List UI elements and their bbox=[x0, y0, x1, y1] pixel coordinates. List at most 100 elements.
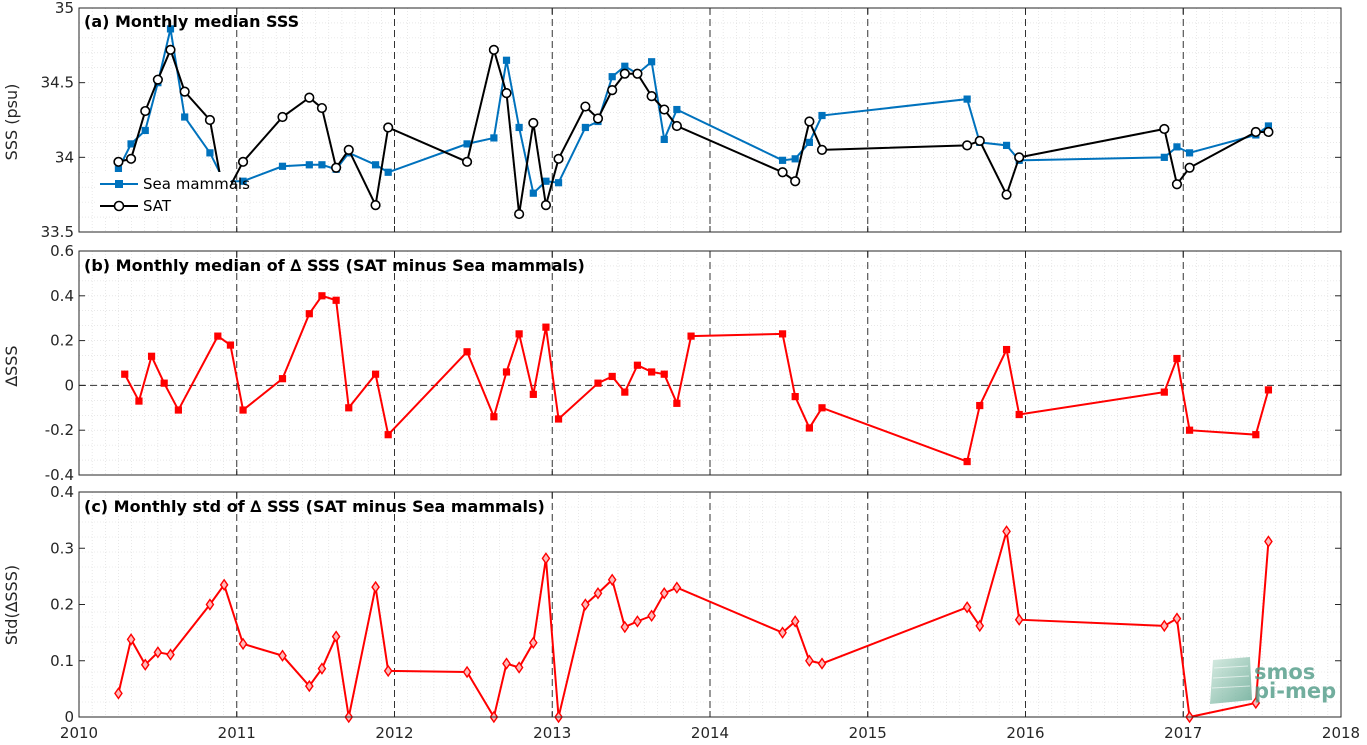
data-point bbox=[305, 310, 313, 318]
data-point bbox=[1014, 613, 1024, 626]
data-point bbox=[238, 637, 248, 651]
data-point bbox=[278, 649, 287, 662]
data-point bbox=[384, 431, 392, 439]
data-point bbox=[166, 25, 175, 33]
data-point bbox=[1185, 426, 1194, 434]
panel-c-grid bbox=[79, 492, 1341, 717]
data-point bbox=[174, 406, 182, 414]
data-point bbox=[1184, 162, 1195, 173]
data-point bbox=[141, 126, 149, 135]
data-point bbox=[659, 587, 669, 600]
y-tick-label: 0.1 bbox=[50, 652, 74, 670]
data-point bbox=[581, 123, 589, 132]
data-point bbox=[1160, 388, 1168, 396]
data-point bbox=[963, 457, 971, 466]
data-point bbox=[1159, 123, 1170, 135]
data-point bbox=[514, 208, 525, 220]
data-point bbox=[383, 664, 393, 678]
data-point bbox=[529, 189, 537, 197]
data-point bbox=[593, 587, 603, 600]
data-point bbox=[778, 626, 787, 639]
data-point bbox=[239, 406, 247, 414]
data-point bbox=[1002, 345, 1011, 354]
data-point bbox=[592, 113, 604, 124]
data-point bbox=[126, 633, 136, 646]
data-point bbox=[1002, 141, 1011, 149]
data-point bbox=[278, 162, 287, 170]
series-0 bbox=[114, 25, 1273, 197]
data-point bbox=[804, 116, 815, 127]
data-point bbox=[206, 149, 214, 157]
data-point bbox=[1173, 143, 1181, 151]
panel-b-ticks: -0.4 -0.2 0 0.2 0.4 0.6 bbox=[45, 242, 1342, 484]
y-tick-label: 0 bbox=[64, 708, 74, 726]
panel-a-marks bbox=[113, 25, 1274, 220]
data-point bbox=[1002, 525, 1011, 538]
data-point bbox=[371, 161, 380, 169]
data-point bbox=[976, 401, 984, 410]
data-point bbox=[791, 393, 799, 401]
legend: Sea mammals SAT bbox=[96, 172, 250, 216]
panel-b-marks bbox=[121, 292, 1273, 466]
data-point bbox=[502, 368, 511, 376]
data-point bbox=[343, 144, 354, 155]
data-point bbox=[540, 200, 552, 211]
data-point bbox=[1264, 386, 1273, 394]
data-point bbox=[554, 415, 563, 423]
y-tick-label: 0.6 bbox=[50, 242, 74, 260]
data-point bbox=[461, 156, 473, 167]
data-point bbox=[219, 578, 229, 592]
series-line bbox=[118, 45, 1269, 215]
panel-c-marks bbox=[114, 525, 1273, 724]
data-point bbox=[633, 361, 642, 369]
data-point bbox=[113, 156, 124, 167]
data-point bbox=[1171, 179, 1183, 190]
y-tick-label: 34.5 bbox=[41, 74, 74, 92]
data-point bbox=[621, 388, 629, 396]
data-point bbox=[502, 56, 511, 64]
y-tick-label: 0.2 bbox=[50, 332, 74, 350]
data-point bbox=[1014, 152, 1025, 163]
data-point bbox=[608, 73, 616, 81]
data-point bbox=[125, 153, 137, 164]
data-point bbox=[127, 140, 135, 148]
data-point bbox=[278, 375, 287, 383]
data-point bbox=[542, 323, 550, 331]
data-point bbox=[331, 162, 342, 173]
data-point bbox=[179, 86, 190, 97]
data-point bbox=[304, 679, 314, 693]
data-point bbox=[816, 144, 828, 155]
series-line bbox=[117, 531, 1270, 720]
data-point bbox=[621, 62, 629, 70]
data-point bbox=[648, 58, 656, 66]
data-point bbox=[1251, 696, 1261, 710]
data-point bbox=[687, 332, 695, 340]
data-point bbox=[153, 646, 163, 659]
data-point bbox=[277, 111, 288, 123]
data-point bbox=[332, 296, 340, 304]
data-point bbox=[214, 332, 222, 340]
data-point bbox=[673, 399, 681, 407]
data-point bbox=[237, 156, 249, 167]
data-point bbox=[371, 580, 380, 594]
data-point bbox=[791, 155, 799, 163]
data-point bbox=[1159, 619, 1169, 633]
data-point bbox=[1252, 431, 1260, 439]
data-point bbox=[160, 379, 168, 387]
x-tick-label: 2010 bbox=[60, 724, 98, 742]
data-point bbox=[515, 123, 523, 132]
data-point bbox=[660, 135, 668, 144]
data-point bbox=[463, 140, 471, 148]
data-point bbox=[318, 161, 326, 169]
panel-a-ylabel: SSS (psu) bbox=[2, 84, 21, 161]
panel-b-ylabel: ∆SSS bbox=[2, 345, 21, 387]
panel-a-title: (a) Monthly median SSS bbox=[84, 12, 299, 31]
legend-label-sea-mammals: Sea mammals bbox=[143, 175, 250, 193]
data-point bbox=[975, 619, 985, 633]
y-tick-label: 34 bbox=[55, 148, 74, 166]
y-tick-label: 0 bbox=[64, 376, 74, 394]
data-point bbox=[594, 379, 602, 387]
data-point bbox=[805, 424, 813, 432]
y-tick-label: 35 bbox=[55, 0, 74, 17]
data-point bbox=[462, 665, 472, 679]
